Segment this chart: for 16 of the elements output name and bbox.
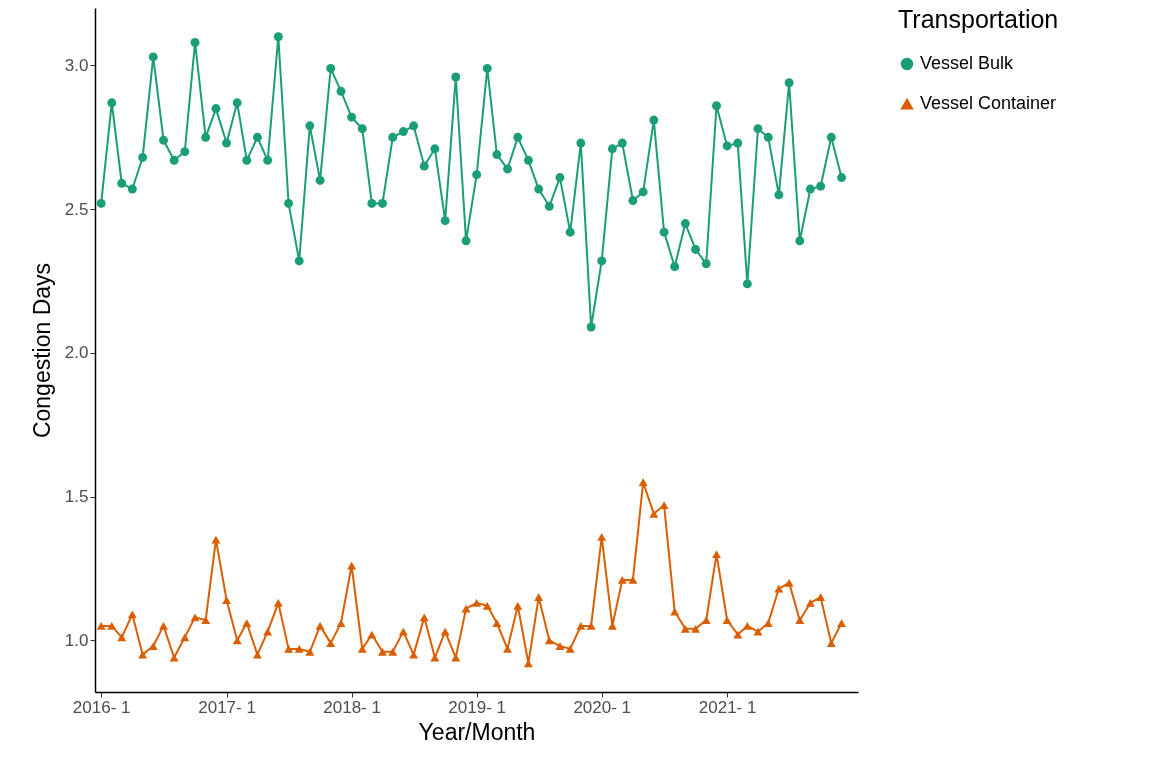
x-axis-title: Year/Month <box>418 718 536 745</box>
legend-label: Vessel Bulk <box>920 53 1015 73</box>
y-axis-title: Congestion Days <box>28 262 55 439</box>
y-tick-label: 2.0 <box>64 343 89 363</box>
y-tick-label: 3.0 <box>64 55 89 75</box>
x-tick-label: 2020- 1 <box>573 697 632 717</box>
x-tick-label: 2016- 1 <box>72 697 131 717</box>
y-tick-label: 2.5 <box>64 199 89 219</box>
x-tick-label: 2017- 1 <box>198 697 256 717</box>
y-tick-label: 1.5 <box>64 487 89 507</box>
x-tick-label: 2018- 1 <box>323 697 381 717</box>
legend-title: Transportation <box>898 5 1059 33</box>
x-tick-label: 2021- 1 <box>698 697 757 717</box>
x-tick-label: 2019- 1 <box>448 697 507 717</box>
y-tick-label: 1.0 <box>64 630 89 650</box>
legend-label: Vessel Container <box>920 93 1057 113</box>
